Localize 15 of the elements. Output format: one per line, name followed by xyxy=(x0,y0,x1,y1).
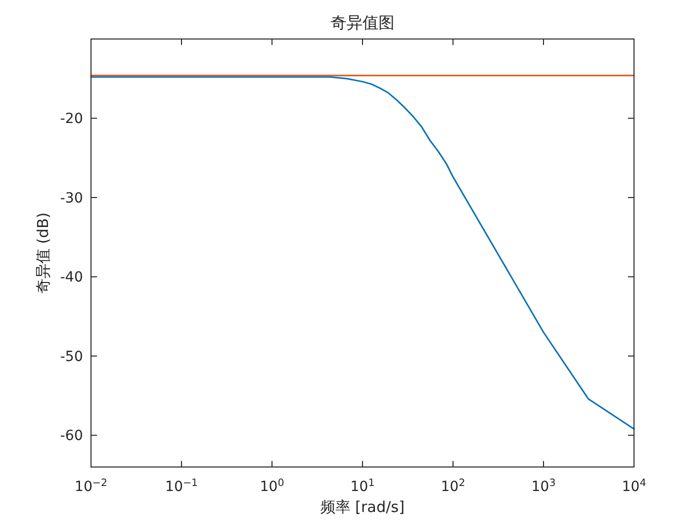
y-tick-label: -40 xyxy=(60,270,83,286)
y-tick-label: -20 xyxy=(60,111,83,128)
x-tick-label: 10$^{2}$ xyxy=(440,478,466,495)
x-tick-label: 10$^{3}$ xyxy=(531,478,556,495)
x-tick-label: 10$^{4}$ xyxy=(622,478,646,495)
x-axis-title: 频率 [rad/s] xyxy=(320,498,405,516)
y-axis-title: 奇异值 (dB) xyxy=(34,212,52,294)
x-tick-label: 10$^{−2}$ xyxy=(74,478,108,495)
x-tick-label: 10$^{0}$ xyxy=(260,478,284,495)
x-tick-label: 10$^{−1}$ xyxy=(165,478,198,495)
x-tick-label: 10$^{1}$ xyxy=(350,478,375,495)
y-tick-label: -60 xyxy=(60,428,83,444)
y-tick-label: -30 xyxy=(60,190,83,206)
y-tick-label: -50 xyxy=(60,348,83,365)
chart-title: 奇异值图 xyxy=(330,13,394,32)
